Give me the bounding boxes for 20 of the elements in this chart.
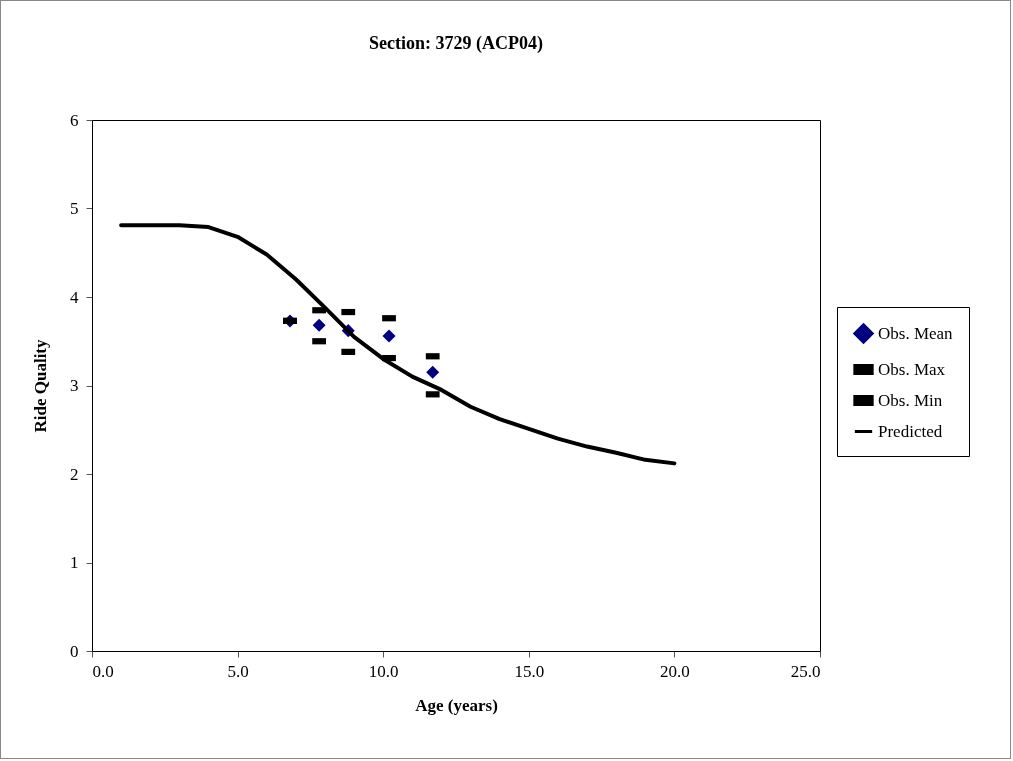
legend-label: Obs. Mean xyxy=(878,323,954,343)
chart-title: Section: 3729 (ACP04) xyxy=(369,33,543,54)
y-tick-label: 5 xyxy=(70,199,79,218)
legend-label: Predicted xyxy=(878,421,943,441)
y-tick-label: 6 xyxy=(70,110,79,130)
y-axis-title: Ride Quality xyxy=(31,338,50,433)
x-tick-label: 20.0 xyxy=(660,661,690,681)
y-tick-label: 2 xyxy=(70,464,79,484)
legend-label: Obs. Min xyxy=(878,390,943,410)
x-tick-label: 10.0 xyxy=(368,661,399,681)
y-tick-label: 3 xyxy=(70,376,79,395)
x-tick-label: 15.0 xyxy=(514,661,545,681)
y-tick-label: 4 xyxy=(70,287,79,307)
y-tick-label: 1 xyxy=(70,553,79,572)
legend-label: Obs. Max xyxy=(878,359,946,379)
x-tick-label: 25.0 xyxy=(790,661,821,681)
x-tick-label: 5.0 xyxy=(227,661,249,681)
x-tick-label: 0.0 xyxy=(92,661,114,681)
y-tick-label: 0 xyxy=(70,641,79,661)
x-axis-title: Age (years) xyxy=(415,695,498,715)
